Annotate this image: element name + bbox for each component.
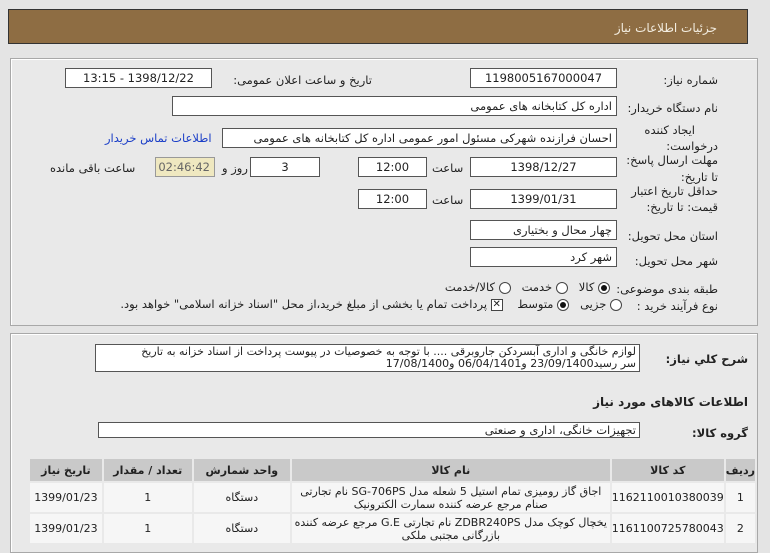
category-option-service: خدمت (521, 280, 553, 294)
goods-qty: 1 (101, 512, 194, 545)
treasury-payment-note: پرداخت تمام یا بخشی از مبلغ خرید،از محل … (120, 297, 488, 311)
goods-unit: دستگاه (191, 481, 292, 514)
time-label: ساعت (432, 161, 464, 175)
goods-name: اجاق گاز رومیزی تمام استیل 5 شعله مدل SG… (289, 481, 612, 514)
buyer-contact-link[interactable]: اطلاعات تماس خریدار (105, 131, 212, 145)
goods-date: 1399/01/23 (28, 512, 104, 545)
days-field: 3 (250, 157, 320, 177)
process-option-medium: متوسط (517, 297, 554, 311)
description-label: شرح کلي نیاز: (665, 352, 748, 366)
category-radio-both[interactable] (498, 281, 511, 294)
goods-code: 1161100725780043 (609, 512, 726, 545)
validity-label: حداقل تاریخ اعتبار (631, 184, 718, 198)
col-qty: تعداد / مقدار (101, 457, 194, 483)
category-radio-service[interactable] (555, 281, 568, 294)
remaining-label: ساعت باقی مانده (50, 161, 136, 175)
remaining-timer: 02:46:42 (155, 157, 215, 177)
city-field: شهر کرد (470, 247, 617, 267)
page-header: جزئیات اطلاعات نیاز (8, 9, 748, 44)
page-title: جزئیات اطلاعات نیاز (614, 21, 717, 35)
col-name: نام کالا (289, 457, 612, 483)
buyer-field: اداره کل کتابخانه های عمومی (172, 96, 617, 116)
deadline-time-field: 12:00 (358, 157, 427, 177)
validity-label-2: قیمت: تا تاریخ: (646, 200, 718, 214)
goods-group-field: تجهیزات خانگی، اداری و صنعتی (98, 422, 640, 438)
creator-label: ایجاد کننده (644, 123, 695, 137)
city-label: شهر محل تحویل: (634, 254, 718, 268)
days-label: روز و (222, 161, 248, 175)
province-field: چهار محال و بختیاری (470, 220, 617, 240)
process-radio-minor[interactable] (610, 298, 622, 311)
goods-name: یخچال کوچک مدل ZDBR240PS نام تجارتی G.E … (289, 512, 612, 545)
description-line-2: سر رسید23/09/1400 و06/04/1401 و17/08/140… (385, 357, 636, 370)
process-option-minor: جزیی (580, 297, 607, 311)
buyer-label: نام دستگاه خریدار: (627, 101, 718, 115)
need-number-label: شماره نیاز: (663, 73, 718, 87)
deadline-label: مهلت ارسال پاسخ: (626, 153, 718, 167)
goods-code: 1162110010380039 (609, 481, 726, 514)
deadline-date-field: 1398/12/27 (470, 157, 617, 177)
announce-field: 1398/12/22 - 13:15 (65, 68, 212, 88)
row-number: 1 (723, 481, 758, 514)
col-row: ردیف (723, 457, 758, 483)
col-unit: واحد شمارش (191, 457, 292, 483)
treasury-payment-checkbox[interactable]: ✕ (490, 298, 503, 311)
deadline-label-2: تا تاریخ: (680, 170, 718, 184)
creator-label-2: درخواست: (666, 139, 718, 153)
validity-time-field: 12:00 (358, 189, 427, 209)
goods-qty: 1 (101, 481, 194, 514)
goods-table: ردیف کد کالا نام کالا واحد شمارش تعداد /… (28, 457, 758, 545)
row-number: 2 (723, 512, 758, 545)
process-label: نوع فرآیند خرید : (636, 299, 718, 313)
category-option-both: کالا/خدمت (444, 280, 495, 294)
goods-date: 1399/01/23 (28, 481, 104, 514)
category-radio-goods[interactable] (598, 281, 610, 294)
announce-label: تاریخ و ساعت اعلان عمومی: (233, 73, 372, 87)
validity-date-field: 1399/01/31 (470, 189, 617, 209)
category-radio-group: کالا خدمت کالا/خدمت (445, 280, 610, 294)
process-radio-group: جزیی متوسط ✕ پرداخت تمام یا بخشی از مبلغ… (120, 297, 622, 311)
table-header-row: ردیف کد کالا نام کالا واحد شمارش تعداد /… (28, 457, 758, 483)
goods-unit: دستگاه (191, 512, 292, 545)
category-label: طبقه بندی موضوعی: (616, 282, 718, 296)
description-field: لوازم خانگی و اداری آبسردکن جاروبرقی ...… (95, 344, 640, 372)
province-label: استان محل تحویل: (627, 229, 718, 243)
need-number-field: 1198005167000047 (470, 68, 617, 88)
table-row[interactable]: 2 1161100725780043 یخچال کوچک مدل ZDBR24… (28, 512, 758, 545)
creator-field: احسان فرازنده شهرکی مسئول امور عمومی ادا… (222, 128, 617, 148)
col-code: کد کالا (609, 457, 726, 483)
goods-group-label: گروه کالا: (692, 426, 748, 440)
description-line-1: لوازم خانگی و اداری آبسردکن جاروبرقی ...… (141, 345, 636, 358)
goods-section-title: اطلاعات کالاهای مورد نیاز (593, 395, 748, 409)
table-row[interactable]: 1 1162110010380039 اجاق گاز رومیزی تمام … (28, 481, 758, 514)
col-date: تاریخ نیاز (28, 457, 104, 483)
validity-time-label: ساعت (432, 193, 464, 207)
process-radio-medium[interactable] (557, 298, 570, 311)
category-option-goods: کالا (578, 280, 595, 294)
